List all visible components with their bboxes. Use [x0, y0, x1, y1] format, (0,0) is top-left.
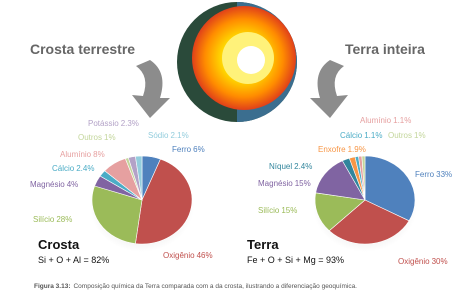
slice-label: Ferro 6%	[172, 145, 205, 154]
slice-label: Silício 15%	[258, 206, 297, 215]
value-label: 1%	[104, 133, 116, 142]
slice-label: Oxigênio 46%	[163, 251, 213, 260]
category-name: Níquel	[269, 162, 292, 171]
value-label: 28%	[56, 215, 72, 224]
category-name: Silício	[258, 206, 280, 215]
value-label: 2.4%	[76, 164, 94, 173]
slice-label: Magnésio 4%	[30, 180, 78, 189]
category-name: Silício	[33, 215, 55, 224]
value-label: 8%	[93, 150, 105, 159]
slice-label: Ferro 33%	[415, 170, 452, 179]
slice-label: Magnésio 15%	[258, 179, 311, 188]
annotation: Fe + O + Si + Mg = 93%	[247, 255, 344, 265]
pie-label: Terra	[247, 237, 279, 252]
caption-label: Figura 3.13:	[34, 283, 70, 290]
earth-illustration	[177, 2, 297, 122]
slice-label: Cálcio 2.4%	[52, 164, 94, 173]
value-label: 1.1%	[364, 131, 382, 140]
caption-text: Composição química da Terra comparada co…	[73, 283, 357, 290]
category-name: Oxigênio	[163, 251, 195, 260]
slice-label: Potássio 2.3%	[88, 119, 139, 128]
pie-slice	[91, 185, 143, 244]
value-label: 15%	[281, 206, 297, 215]
slice-label: Silício 28%	[33, 215, 72, 224]
value-label: 1.1%	[393, 116, 411, 125]
slice-label: Sódio 2.1%	[148, 131, 189, 140]
slice-label: Enxofre 1.9%	[318, 145, 366, 154]
category-name: Cálcio	[52, 164, 75, 173]
value-label: 46%	[197, 251, 213, 260]
pie-slice	[135, 155, 143, 201]
slice-label: Alumínio 8%	[60, 150, 105, 159]
pie-slice	[361, 155, 366, 201]
slice-label: Alumínio 1.1%	[360, 116, 411, 125]
category-name: Magnésio	[258, 179, 293, 188]
arrow	[132, 60, 170, 118]
slice-label: Cálcio 1.1%	[340, 131, 382, 140]
value-label: 1.9%	[348, 145, 366, 154]
chart-title: Terra inteira	[345, 41, 425, 57]
annotation: Si + O + Al = 82%	[38, 255, 109, 265]
pie-slice	[364, 155, 416, 222]
value-label: 2.4%	[294, 162, 312, 171]
value-label: 2.1%	[170, 131, 188, 140]
category-name: Potássio	[88, 119, 119, 128]
value-label: 6%	[193, 145, 205, 154]
category-name: Ferro	[415, 170, 435, 179]
arrow	[310, 60, 348, 118]
category-name: Oxigênio	[398, 257, 430, 266]
category-name: Alumínio	[360, 116, 392, 125]
category-name: Outros	[388, 131, 412, 140]
category-name: Ferro	[172, 145, 192, 154]
slice-label: Outros 1%	[78, 133, 116, 142]
pie-slice	[328, 199, 410, 245]
value-label: 30%	[432, 257, 448, 266]
slice-label: Outros 1%	[388, 131, 426, 140]
category-name: Magnésio	[30, 180, 65, 189]
pie-label: Crosta	[38, 237, 80, 252]
category-name: Alumínio	[60, 150, 92, 159]
pie-slice	[135, 158, 193, 245]
slice-label: Oxigênio 30%	[398, 257, 448, 266]
value-label: 2.3%	[121, 119, 139, 128]
category-name: Sódio	[148, 131, 169, 140]
value-label: 4%	[67, 180, 79, 189]
category-name: Cálcio	[340, 131, 363, 140]
value-label: 1%	[414, 131, 426, 140]
category-name: Enxofre	[318, 145, 346, 154]
caption: Figura 3.13: Composição química da Terra …	[34, 283, 357, 290]
value-label: 15%	[295, 179, 311, 188]
category-name: Outros	[78, 133, 102, 142]
slice-label: Níquel 2.4%	[269, 162, 312, 171]
value-label: 33%	[436, 170, 452, 179]
chart-title: Crosta terrestre	[30, 41, 135, 57]
